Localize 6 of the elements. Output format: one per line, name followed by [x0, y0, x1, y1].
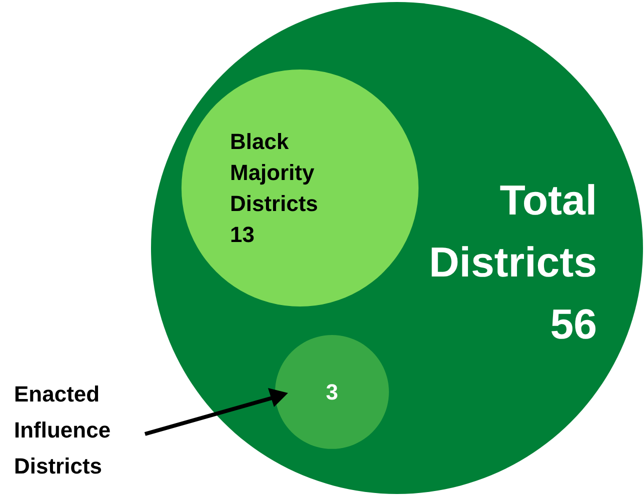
category-label: Total Districts — [428, 176, 597, 286]
category-label: Enacted Influence Districts — [14, 382, 111, 478]
data-label: 3 — [326, 380, 338, 404]
data-label: 13 — [230, 222, 254, 247]
category-label: Black Majority Districts — [230, 129, 318, 216]
data-label: 56 — [550, 300, 597, 348]
